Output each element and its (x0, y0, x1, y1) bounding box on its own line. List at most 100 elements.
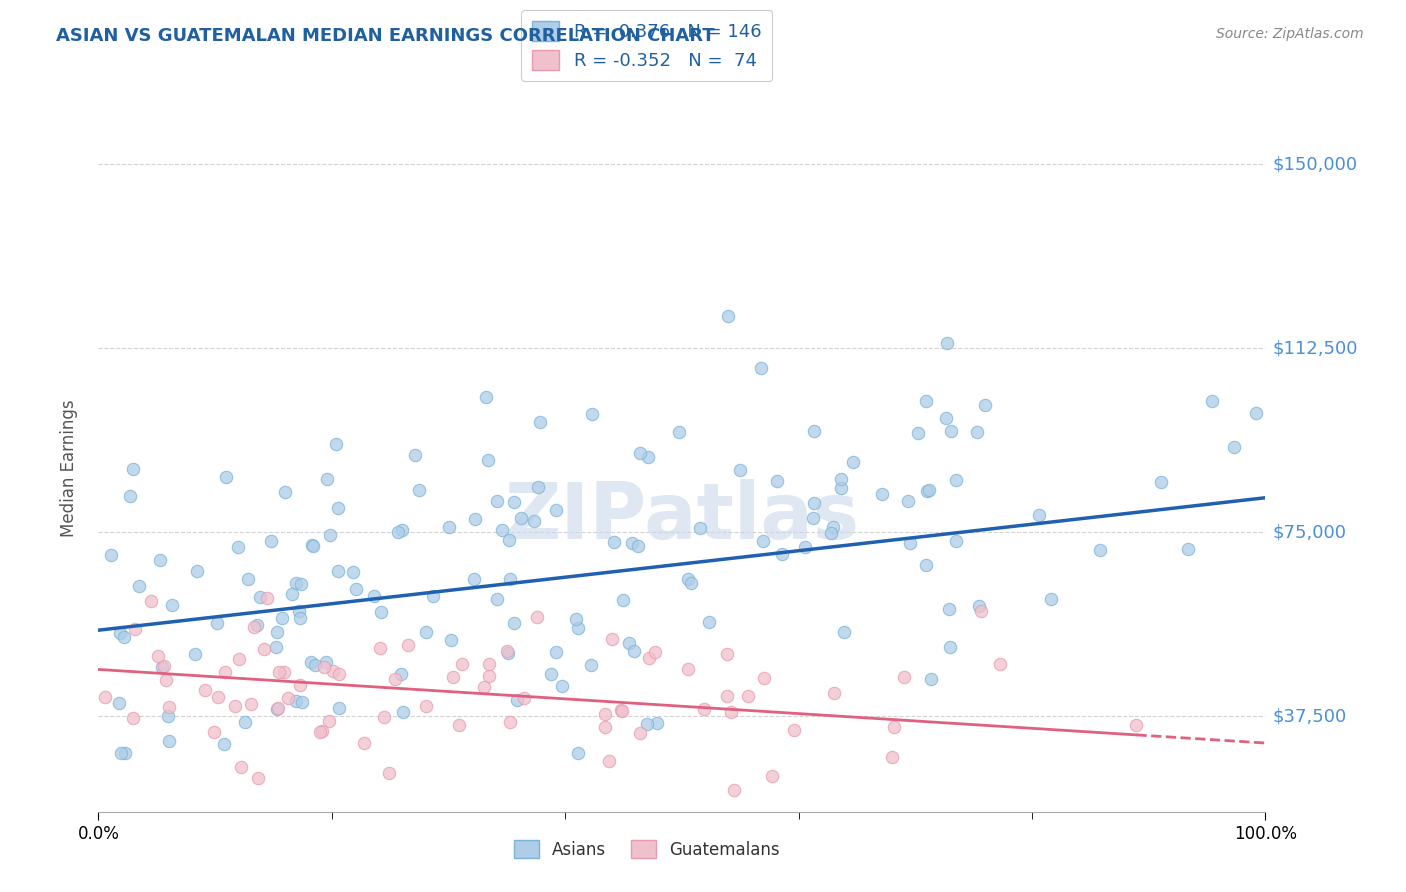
Point (315, 655, 337, 669)
Point (716, 309, 738, 323)
Point (883, 721, 905, 735)
Point (529, 415, 551, 429)
Point (567, 746, 589, 760)
Point (676, 572, 699, 586)
Point (623, 644, 645, 658)
Point (600, 632, 623, 646)
Point (322, 664, 344, 678)
Point (917, 484, 939, 499)
Point (551, 679, 574, 693)
Point (609, 703, 631, 717)
Point (620, 536, 643, 550)
Point (897, 493, 920, 508)
Point (451, 657, 474, 672)
Point (273, 665, 295, 679)
Point (312, 660, 335, 674)
Point (318, 714, 340, 728)
Point (108, 626, 131, 640)
Point (752, 671, 775, 685)
Point (370, 605, 392, 619)
Point (472, 680, 495, 694)
Point (803, 424, 825, 438)
Point (970, 604, 993, 618)
Point (277, 690, 299, 705)
Point (128, 579, 150, 593)
Point (749, 360, 772, 375)
Point (389, 667, 412, 681)
Point (765, 475, 787, 489)
Point (967, 599, 990, 613)
Point (974, 398, 997, 412)
Point (491, 523, 513, 537)
Point (194, 682, 217, 697)
Point (628, 726, 651, 740)
Point (830, 472, 852, 486)
Point (328, 666, 350, 681)
Point (422, 589, 444, 603)
Point (204, 724, 226, 739)
Point (328, 564, 350, 578)
Point (581, 658, 603, 673)
Point (288, 678, 311, 692)
Point (384, 673, 406, 687)
Point (228, 651, 250, 665)
Point (636, 717, 658, 731)
Point (157, 708, 180, 723)
Point (249, 590, 271, 604)
Point (668, 425, 690, 439)
Point (141, 594, 163, 608)
Point (945, 473, 967, 487)
Point (627, 540, 650, 554)
Y-axis label: Median Earnings: Median Earnings (59, 400, 77, 537)
Point (415, 699, 437, 714)
Point (803, 495, 825, 509)
Point (1040, 591, 1063, 606)
Point (247, 771, 270, 785)
Point (821, 520, 844, 534)
Text: Source: ZipAtlas.com: Source: ZipAtlas.com (1216, 27, 1364, 41)
Text: $37,500: $37,500 (1272, 707, 1347, 725)
Point (782, 723, 804, 738)
Text: $150,000: $150,000 (1272, 155, 1358, 173)
Point (506, 692, 529, 706)
Point (284, 694, 307, 708)
Point (720, 705, 742, 719)
Point (603, 535, 626, 549)
Point (415, 624, 437, 639)
Point (311, 723, 333, 738)
Point (114, 746, 136, 760)
Point (157, 734, 180, 748)
Point (373, 710, 395, 724)
Point (441, 670, 464, 684)
Point (108, 696, 131, 710)
Point (437, 520, 460, 534)
Point (301, 539, 323, 553)
Point (233, 715, 256, 730)
Point (149, 553, 172, 567)
Point (503, 616, 526, 631)
Point (224, 698, 246, 713)
Point (344, 582, 367, 597)
Point (918, 483, 941, 498)
Point (121, 711, 143, 725)
Point (477, 452, 499, 467)
Point (737, 689, 759, 703)
Text: ZIPatlas: ZIPatlas (505, 479, 859, 556)
Point (152, 659, 174, 673)
Point (794, 541, 817, 555)
Point (266, 701, 288, 715)
Point (830, 481, 852, 495)
Point (628, 446, 651, 460)
Point (761, 769, 783, 783)
Point (495, 643, 517, 657)
Point (581, 407, 603, 421)
Point (893, 669, 915, 683)
Point (1028, 508, 1050, 523)
Point (353, 736, 375, 750)
Point (679, 575, 702, 590)
Point (1088, 543, 1111, 558)
Point (499, 715, 522, 730)
Point (100, 548, 122, 562)
Point (564, 612, 586, 626)
Point (387, 524, 409, 539)
